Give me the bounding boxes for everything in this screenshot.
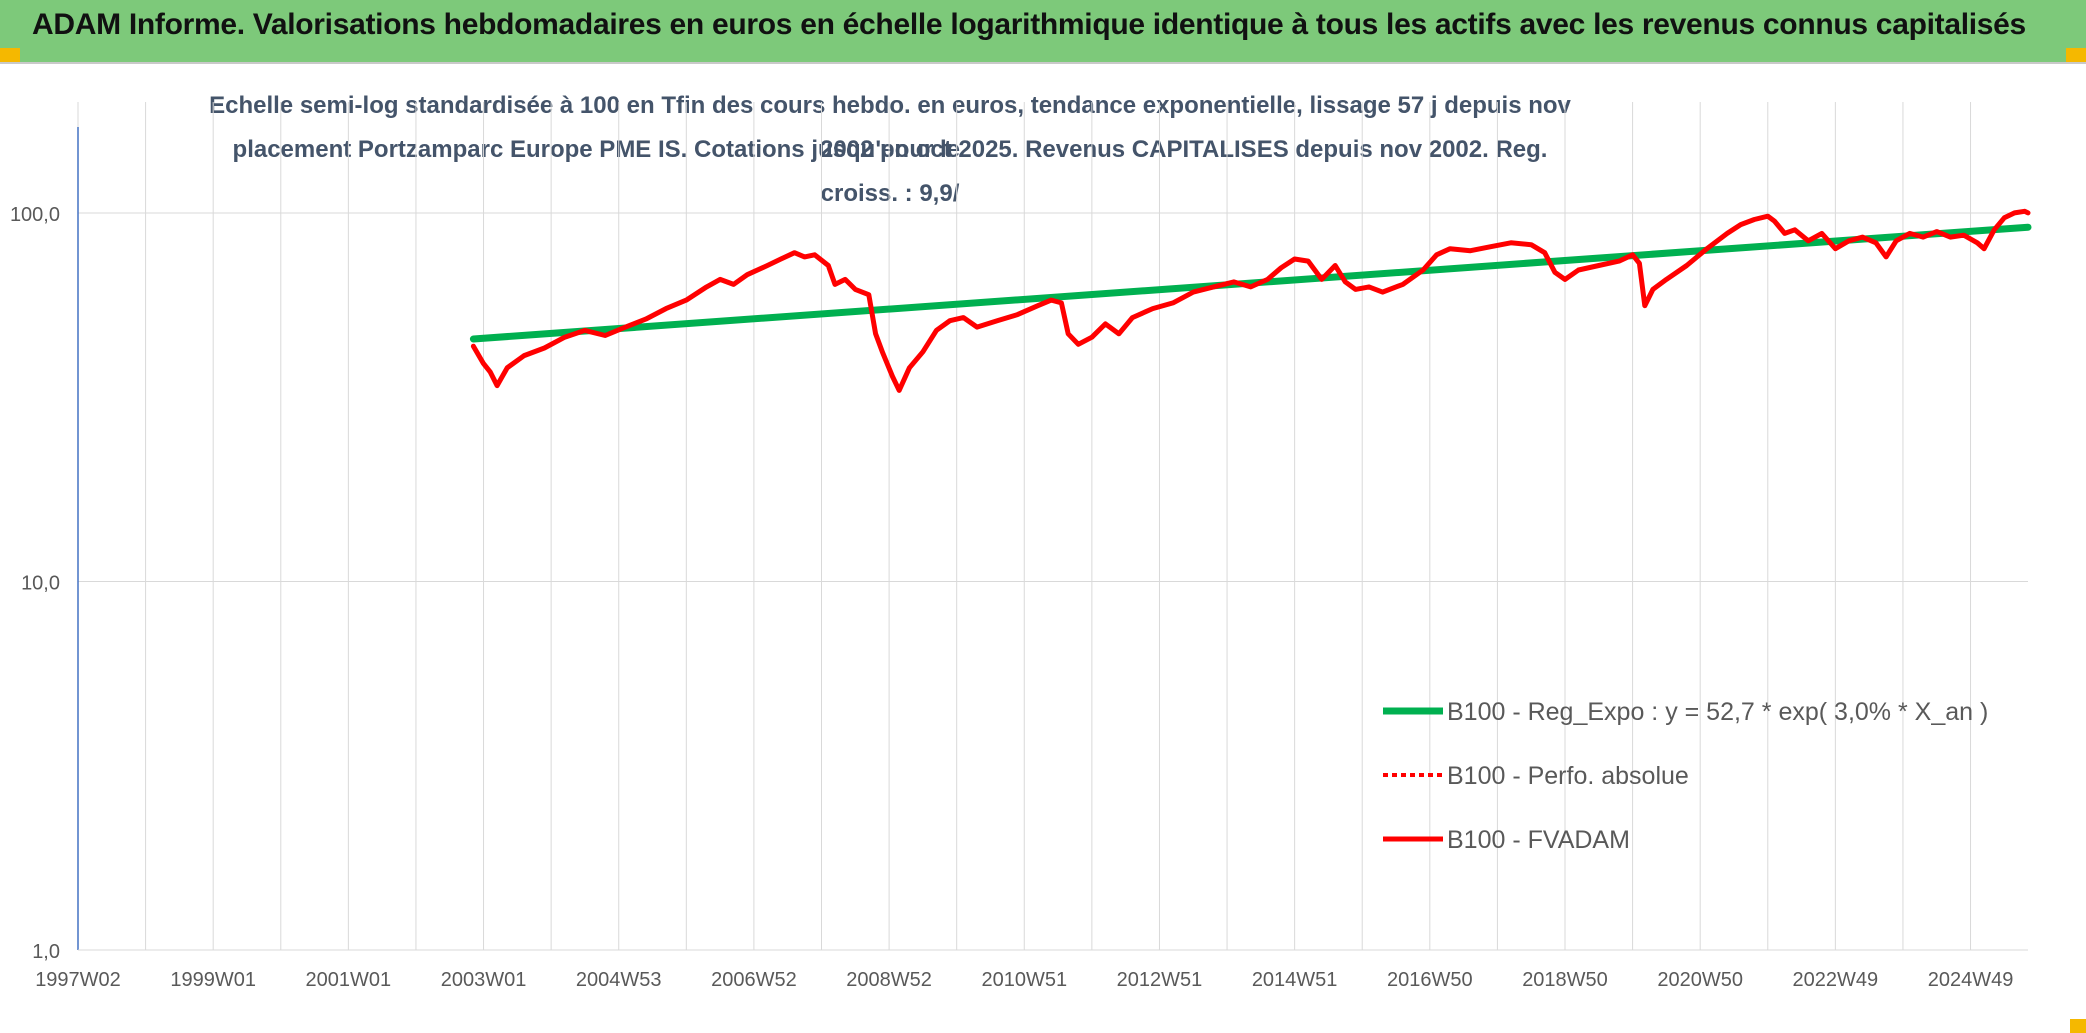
page-title: ADAM Informe. Valorisations hebdomadaire… [32,8,2026,41]
corner-marker-bottom-right [2070,1019,2086,1033]
corner-marker-right [2066,48,2086,62]
legend-label-2: B100 - Perfo. absolue [1447,762,1689,790]
x-tick-label: 2004W53 [576,969,662,991]
corner-marker-left [0,48,20,62]
x-tick-label: 2022W49 [1793,969,1879,991]
x-tick-label: 1997W02 [35,969,121,991]
x-tick-label: 2024W49 [1928,969,2014,991]
x-tick-label: 2010W51 [981,969,1067,991]
fvadam-line [470,208,2031,393]
chart-title-line-2: placement Portzamparc Europe PME IS. Cot… [232,136,1548,207]
x-tick-label: 2008W52 [846,969,932,991]
x-tick-label: 2014W51 [1252,969,1338,991]
y-tick-label: 10,0 [21,572,60,594]
x-tick-label: 2020W50 [1657,969,1743,991]
x-tick-label: 1999W01 [170,969,256,991]
x-tick-label: 2003W01 [441,969,527,991]
x-tick-label: 2006W52 [711,969,797,991]
legend-label-1: B100 - Reg_Expo : y = 52,7 * exp( 3,0% *… [1447,698,1988,726]
y-tick-label: 100,0 [10,204,60,226]
chart-area [0,62,2086,1033]
x-tick-label: 2018W50 [1522,969,1608,991]
regression-line [469,223,2032,343]
x-tick-label: 2001W01 [306,969,392,991]
y-tick-label: 1,0 [32,941,60,963]
chart-title-line-1: Echelle semi-log standardisée à 100 en T… [209,92,1571,163]
x-tick-label: 2016W50 [1387,969,1473,991]
header-banner: ADAM Informe. Valorisations hebdomadaire… [0,0,2086,62]
x-tick-label: 2012W51 [1117,969,1203,991]
legend-label-3: B100 - FVADAM [1447,826,1630,854]
